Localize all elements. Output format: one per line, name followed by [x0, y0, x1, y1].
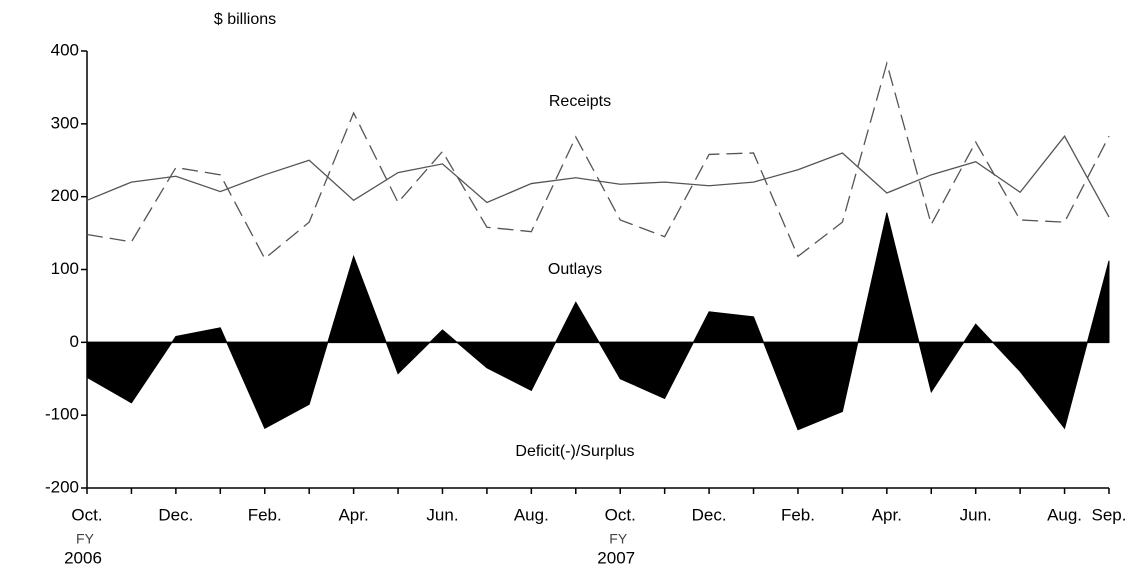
y-tick-label: -100: [45, 405, 79, 424]
series-label: Receipts: [549, 93, 611, 110]
series-label: Deficit(-)/Surplus: [515, 443, 634, 460]
series-label: Outlays: [548, 261, 602, 278]
x-tick-label: Oct.: [605, 505, 636, 524]
y-tick-label: 0: [70, 332, 79, 351]
x-tick-label: Feb.: [248, 505, 282, 524]
x-tick-label: Aug.: [514, 505, 549, 524]
y-tick-label: 200: [51, 186, 79, 205]
fiscal-year: 2007: [597, 548, 635, 567]
x-tick-label: Sep.: [1092, 505, 1127, 524]
y-tick-label: 100: [51, 259, 79, 278]
y-unit-label: $ billions: [214, 11, 276, 28]
line: [86, 135, 1110, 218]
y-tick-label: -200: [45, 477, 79, 496]
fiscal-year: 2006: [64, 548, 102, 567]
x-tick-label: Apr.: [338, 505, 368, 524]
y-tick-label: 300: [51, 113, 79, 132]
x-tick-label: Dec.: [692, 505, 727, 524]
x-tick-label: Feb.: [781, 505, 815, 524]
fiscal-year-prefix: FY: [609, 531, 628, 547]
x-tick-label: Aug.: [1047, 505, 1082, 524]
area: [86, 212, 1110, 431]
fiscal-year-prefix: FY: [76, 531, 95, 547]
line: [86, 60, 1110, 260]
x-tick-label: Oct.: [71, 505, 102, 524]
x-tick-label: Jun.: [426, 505, 458, 524]
x-tick-label: Apr.: [872, 505, 902, 524]
x-tick-label: Jun.: [960, 505, 992, 524]
x-tick-label: Dec.: [158, 505, 193, 524]
y-tick-label: 400: [51, 40, 79, 59]
